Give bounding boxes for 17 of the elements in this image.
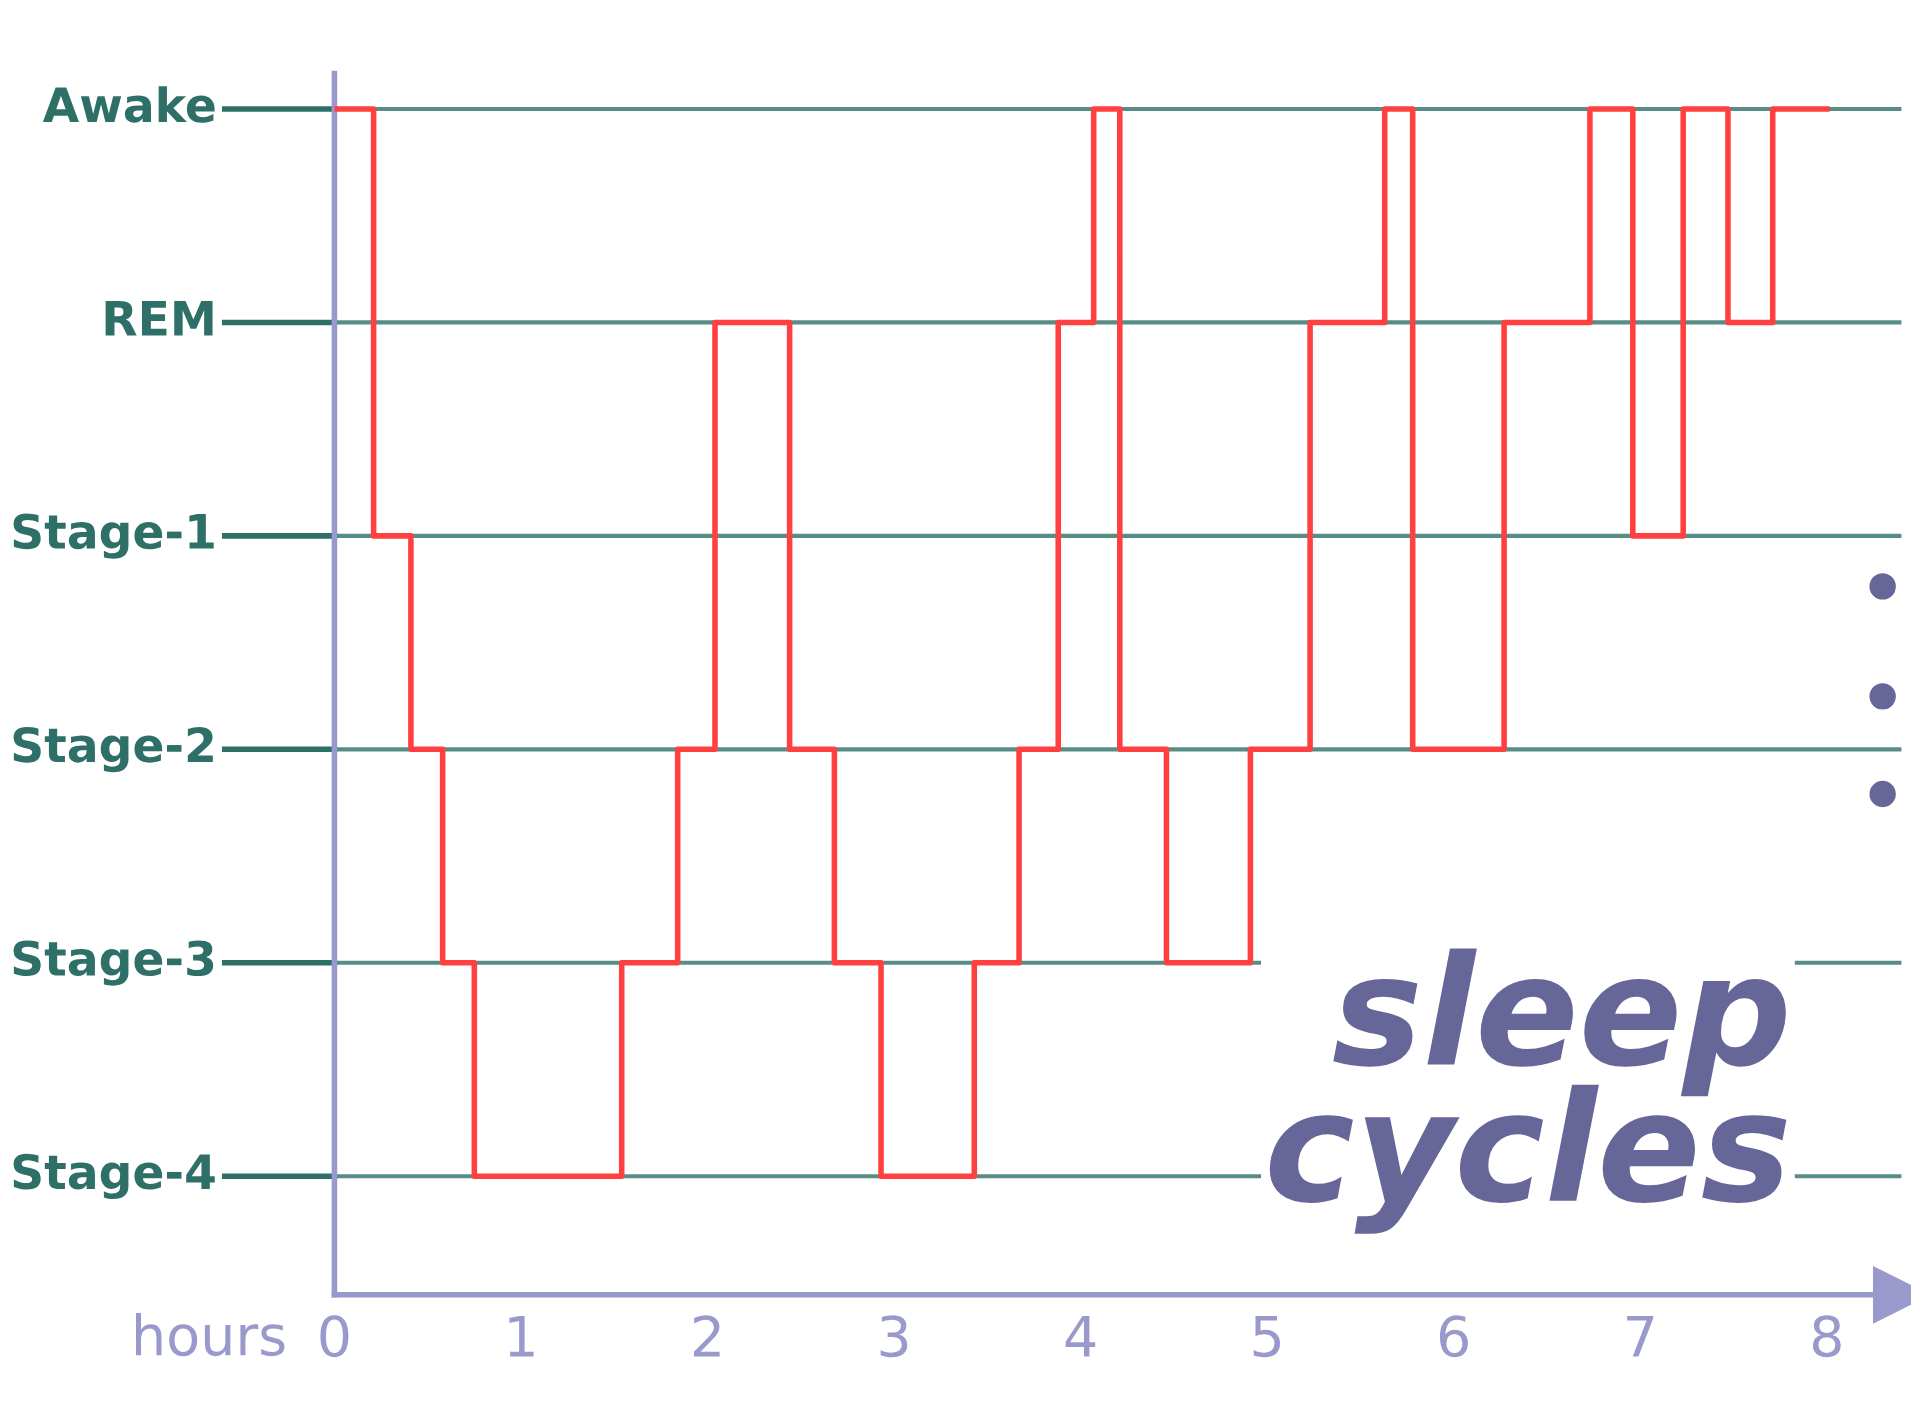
x-tick-label: 7	[1627, 1315, 1654, 1357]
text: sleep cycles	[1269, 948, 1787, 1234]
x-axis-title: hours	[136, 1313, 285, 1357]
x-tick-label: 5	[1253, 1315, 1280, 1358]
x-tick-label: 0	[320, 1315, 349, 1358]
x-tick-label: 8	[1812, 1315, 1841, 1358]
ref-line-label: Stage-3	[13, 940, 214, 986]
ref-line-label: Stage-2	[13, 726, 213, 773]
ref-line-label: Stage-4	[13, 1153, 215, 1200]
ref-line-label: REM	[105, 301, 213, 336]
x-tick-label: 1	[509, 1315, 534, 1357]
ref-line-label: Awake	[42, 86, 215, 123]
x-tick-label: 2	[693, 1315, 720, 1357]
x-tick-label: 4	[1065, 1315, 1096, 1357]
ref-line-label: Stage-1	[13, 513, 214, 559]
x-tick-label: 6	[1439, 1315, 1468, 1358]
x-tick-label: 3	[880, 1315, 908, 1358]
